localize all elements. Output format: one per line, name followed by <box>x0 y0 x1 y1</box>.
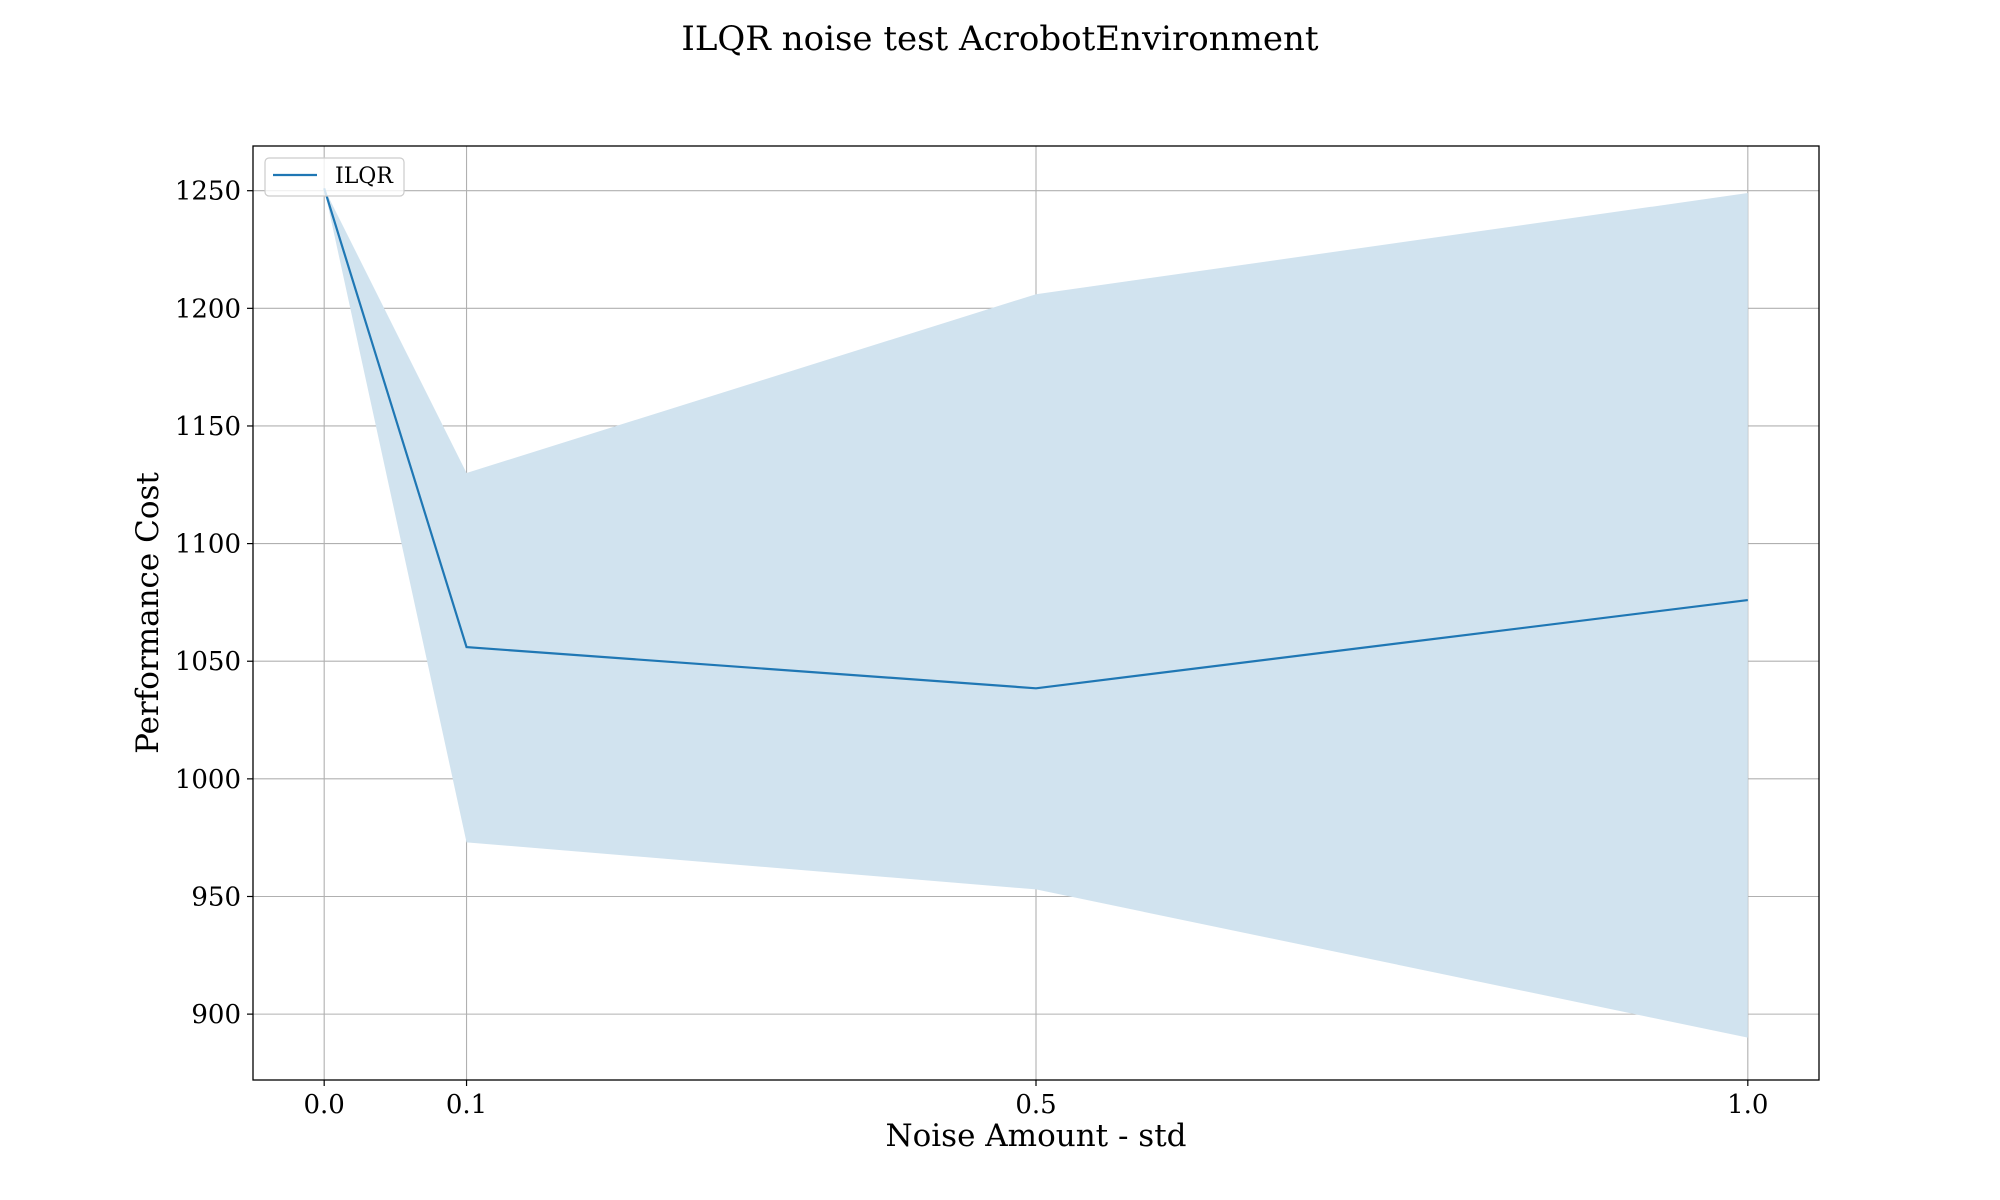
y-tick-label-0: 900 <box>191 1000 241 1030</box>
x-tick-label-3: 1.0 <box>1727 1090 1768 1120</box>
x-axis-ticks: 0.0 0.1 0.5 1.0 <box>304 1080 1768 1120</box>
y-tick-label-3: 1050 <box>175 647 241 677</box>
legend-label-ilqr: ILQR <box>335 164 394 189</box>
y-tick-label-5: 1150 <box>175 412 241 442</box>
x-tick-label-0: 0.0 <box>304 1090 345 1120</box>
y-tick-label-6: 1200 <box>175 294 241 324</box>
x-tick-label-2: 0.5 <box>1015 1090 1056 1120</box>
y-axis-ticks: 900 950 1000 1050 1100 1150 1200 1250 <box>175 177 253 1030</box>
y-axis-label: Performance Cost <box>130 472 166 754</box>
legend: ILQR <box>264 157 405 197</box>
x-axis-label: Noise Amount - std <box>885 1118 1186 1154</box>
series-line-ilqr <box>323 188 1748 690</box>
x-tick-label-1: 0.1 <box>446 1090 487 1120</box>
y-tick-label-7: 1250 <box>175 177 241 207</box>
y-tick-label-2: 1000 <box>175 765 241 795</box>
y-tick-label-1: 950 <box>191 882 241 912</box>
legend-box <box>264 157 405 197</box>
chart-title: ILQR noise test AcrobotEnvironment <box>681 19 1319 59</box>
error-band-ilqr <box>324 188 1748 1038</box>
y-tick-label-4: 1100 <box>175 530 241 560</box>
